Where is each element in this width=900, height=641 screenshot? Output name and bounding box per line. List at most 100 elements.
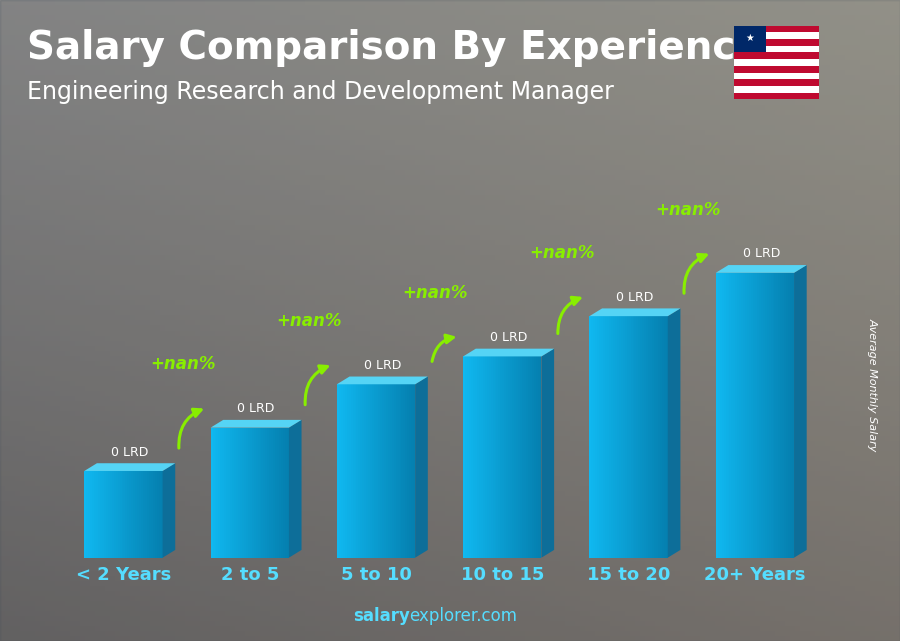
Bar: [360, 384, 363, 558]
Bar: [242, 428, 244, 558]
Bar: [108, 471, 110, 558]
Bar: [522, 356, 524, 558]
Bar: [611, 316, 613, 558]
Bar: [660, 316, 661, 558]
Bar: [767, 273, 769, 558]
Bar: [485, 356, 487, 558]
Bar: [264, 428, 266, 558]
Bar: [392, 384, 393, 558]
Bar: [609, 316, 611, 558]
Bar: [784, 273, 787, 558]
Bar: [734, 46, 819, 53]
Bar: [358, 384, 360, 558]
Bar: [232, 428, 234, 558]
Bar: [777, 273, 778, 558]
Bar: [271, 428, 274, 558]
Bar: [497, 356, 499, 558]
Bar: [390, 384, 392, 558]
Text: +nan%: +nan%: [402, 284, 468, 302]
Bar: [378, 384, 380, 558]
Bar: [467, 356, 469, 558]
Bar: [229, 428, 230, 558]
Bar: [516, 356, 518, 558]
Bar: [277, 428, 279, 558]
Text: Engineering Research and Development Manager: Engineering Research and Development Man…: [27, 80, 614, 104]
Bar: [772, 273, 775, 558]
Text: 0 LRD: 0 LRD: [742, 247, 780, 260]
Bar: [118, 471, 120, 558]
Bar: [102, 471, 104, 558]
Bar: [633, 316, 634, 558]
Bar: [506, 356, 508, 558]
Bar: [128, 471, 130, 558]
Bar: [598, 316, 599, 558]
Bar: [599, 316, 601, 558]
Bar: [664, 316, 666, 558]
Text: +nan%: +nan%: [150, 356, 216, 374]
Polygon shape: [163, 463, 176, 558]
Bar: [266, 428, 267, 558]
Bar: [727, 273, 730, 558]
Bar: [240, 428, 242, 558]
Bar: [130, 471, 131, 558]
Bar: [520, 356, 522, 558]
Bar: [86, 471, 88, 558]
Text: explorer.com: explorer.com: [410, 607, 518, 625]
Bar: [338, 384, 341, 558]
Bar: [219, 428, 220, 558]
Bar: [530, 356, 532, 558]
Bar: [475, 356, 477, 558]
Bar: [619, 316, 621, 558]
Bar: [113, 471, 115, 558]
Bar: [120, 471, 122, 558]
Bar: [534, 356, 535, 558]
Text: 0 LRD: 0 LRD: [616, 291, 653, 304]
Bar: [141, 471, 143, 558]
Bar: [133, 471, 135, 558]
Bar: [236, 428, 238, 558]
Bar: [224, 428, 226, 558]
Bar: [374, 384, 376, 558]
Bar: [722, 273, 724, 558]
Bar: [778, 273, 780, 558]
Bar: [355, 384, 356, 558]
Bar: [376, 384, 378, 558]
Polygon shape: [668, 308, 680, 558]
Bar: [536, 356, 537, 558]
Bar: [400, 384, 401, 558]
Bar: [246, 428, 248, 558]
Bar: [492, 356, 494, 558]
Bar: [122, 471, 123, 558]
Bar: [94, 471, 96, 558]
Polygon shape: [337, 376, 428, 384]
Bar: [155, 471, 157, 558]
Bar: [125, 471, 128, 558]
Bar: [532, 356, 534, 558]
Bar: [226, 428, 229, 558]
Bar: [346, 384, 348, 558]
Bar: [230, 428, 232, 558]
Bar: [403, 384, 405, 558]
Polygon shape: [289, 420, 302, 558]
Bar: [735, 273, 737, 558]
Bar: [621, 316, 623, 558]
Bar: [537, 356, 539, 558]
Bar: [734, 72, 819, 79]
Bar: [473, 356, 475, 558]
Bar: [96, 471, 98, 558]
Bar: [591, 316, 593, 558]
Bar: [753, 273, 755, 558]
Bar: [734, 32, 819, 39]
Bar: [393, 384, 396, 558]
Bar: [755, 273, 757, 558]
Bar: [595, 316, 598, 558]
Bar: [662, 316, 664, 558]
Bar: [337, 384, 338, 558]
Bar: [220, 428, 222, 558]
Text: ★: ★: [745, 33, 754, 42]
Bar: [465, 356, 467, 558]
Bar: [256, 428, 257, 558]
Bar: [734, 26, 766, 53]
Bar: [405, 384, 408, 558]
Bar: [616, 316, 619, 558]
